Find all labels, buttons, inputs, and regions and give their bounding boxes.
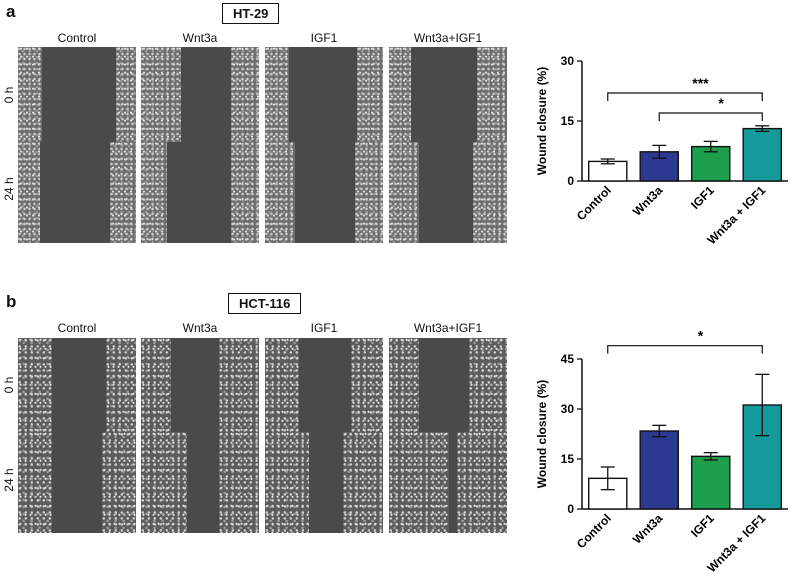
micrograph-b-combo-0h: [389, 338, 507, 439]
y-tick-label: 15: [561, 452, 575, 466]
row-label-24h-a: 24 h: [2, 177, 16, 201]
micrograph-a-control-0h: [18, 47, 136, 148]
column-label-control-b: Control: [57, 321, 97, 335]
significance-bracket: [607, 345, 763, 354]
significance-label: ***: [692, 75, 709, 91]
significance-label: *: [698, 328, 704, 344]
column-label-igf1-b: IGF1: [310, 321, 338, 335]
micrograph-a-combo-0h: [389, 47, 507, 148]
column-label-combo-a: Wnt3a+IGF1: [413, 31, 483, 45]
y-axis-label: Wound closure (%): [535, 67, 549, 175]
y-tick-label: 45: [561, 352, 575, 366]
bar: [639, 430, 680, 510]
micrograph-a-wnt3a-0h: [141, 47, 259, 148]
micrograph-b-wnt3a-0h: [141, 338, 259, 439]
x-tick-label: Wnt3a: [630, 511, 666, 547]
y-tick-label: 30: [561, 402, 575, 416]
bar-chart-hct116: 0 15 30 45 Wound closure (%) Control Wnt3a IGF1…: [535, 328, 788, 575]
x-tick-label: IGF1: [688, 183, 717, 212]
y-tick-label: 15: [561, 114, 575, 128]
x-tick-label: Wnt3a: [630, 183, 666, 219]
bar: [690, 455, 731, 510]
micrograph-a-igf1-0h: [265, 47, 383, 148]
cell-line-label-b: HCT-116: [228, 293, 302, 314]
significance-bracket: [607, 92, 763, 101]
row-label-0h-a: 0 h: [2, 86, 16, 104]
row-label-0h-b: 0 h: [2, 376, 16, 394]
cell-line-label-a: HT-29: [222, 3, 280, 24]
micrograph-b-combo-24h: [389, 432, 507, 533]
micrograph-a-wnt3a-24h: [141, 142, 259, 243]
micrograph-b-igf1-0h: [265, 338, 383, 439]
bar: [742, 127, 783, 182]
y-tick-label: 0: [567, 174, 574, 188]
row-label-24h-b: 24 h: [2, 468, 16, 492]
micrograph-b-wnt3a-24h: [141, 432, 259, 533]
y-axis-label: Wound closure (%): [535, 380, 549, 488]
column-label-wnt3a-b: Wnt3a: [182, 321, 218, 335]
x-tick-label: Control: [574, 511, 614, 551]
micrograph-a-igf1-24h: [265, 142, 383, 243]
column-label-igf1-a: IGF1: [310, 31, 338, 45]
y-tick-label: 0: [567, 502, 574, 516]
micrograph-b-control-24h: [18, 432, 136, 533]
x-tick-label: IGF1: [688, 511, 717, 540]
panel-letter-a: a: [6, 2, 16, 21]
panel-letter-b: b: [6, 292, 17, 311]
x-tick-label: Control: [574, 183, 614, 223]
column-label-wnt3a-a: Wnt3a: [182, 31, 218, 45]
micrograph-b-control-0h: [18, 338, 136, 439]
y-tick-label: 30: [561, 54, 575, 68]
micrograph-a-control-24h: [18, 142, 136, 243]
micrograph-a-combo-24h: [389, 142, 507, 243]
column-label-control-a: Control: [57, 31, 97, 45]
micrograph-b-igf1-24h: [265, 432, 383, 533]
column-label-combo-b: Wnt3a+IGF1: [413, 321, 483, 335]
significance-bracket: [658, 112, 763, 121]
significance-label: *: [718, 95, 724, 111]
